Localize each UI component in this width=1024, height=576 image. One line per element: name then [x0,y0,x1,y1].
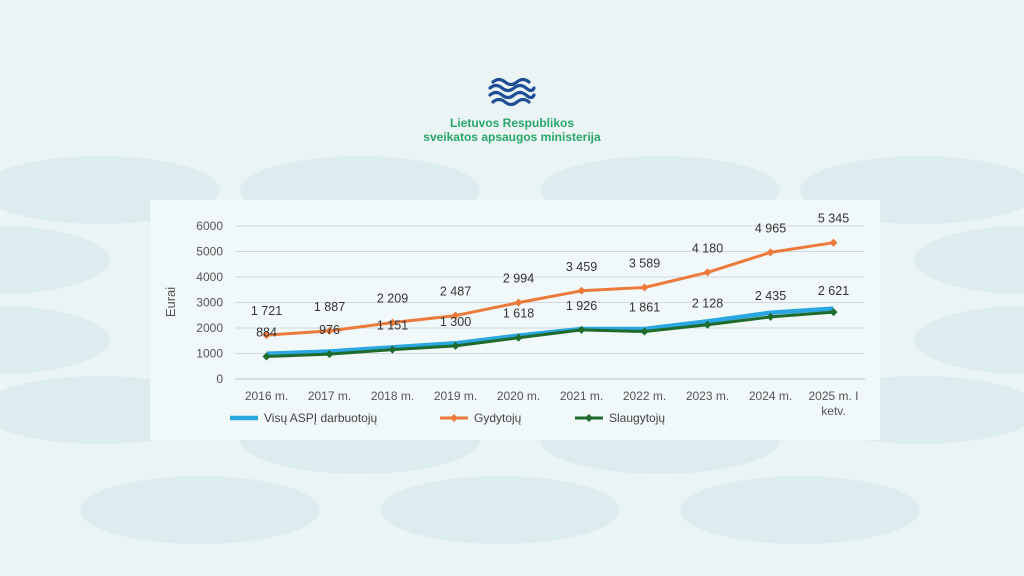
x-tick-label: 2016 m. [245,389,288,403]
grid-lines [235,225,865,380]
y-tick-label: 4000 [196,270,223,284]
y-tick-label: 1000 [196,347,223,361]
series-2-marker [766,312,775,321]
series-1-marker [829,238,838,247]
x-tick-label: 2020 m. [497,389,540,403]
y-axis-title: Eurai [163,287,178,317]
y-tick-label: 2000 [196,321,223,335]
x-tick-label: 2022 m. [623,389,666,403]
data-label: 976 [319,323,340,337]
series-lines [266,241,834,358]
series-2-marker [577,325,586,334]
series-1-marker [766,248,775,257]
x-tick-label: 2018 m. [371,389,414,403]
data-label: 1 721 [251,304,282,318]
legend-marker [585,414,593,422]
legend-marker [450,414,458,422]
x-tick-label: 2021 m. [560,389,603,403]
series-2-marker [829,308,838,317]
ministry-name-line-1: Lietuvos Respublikos [449,116,575,130]
series-1-marker [325,326,334,335]
data-labels: 1 721 1 887 2 209 2 487 2 994 3 459 3 589 4 180… [251,212,849,340]
data-label: 2 435 [755,289,786,303]
y-tick-label: 0 [216,372,223,386]
series-1-marker [640,283,649,292]
data-label: 1 618 [503,307,534,321]
y-tick-label: 6000 [196,219,223,233]
ministry-name-line-2: sveikatos apsaugos ministerija [423,130,601,144]
data-label: 4 180 [692,241,723,255]
data-label: 4 965 [755,221,786,235]
data-label: 2 621 [818,284,849,298]
data-label: 5 345 [818,212,849,226]
series-markers [262,238,838,361]
data-label: 1 926 [566,299,597,313]
series-1-marker [451,311,460,320]
series-line-1 [266,241,834,337]
legend-label: Gydytojų [474,411,522,425]
legend-label: Visų ASPĮ darbuotojų [264,411,378,425]
series-2-marker [325,350,334,359]
x-tick-label: 2019 m. [434,389,477,403]
x-axis-ticks: 2016 m. 2017 m. 2018 m. 2019 m. 2020 m. 2021 … [245,389,859,418]
data-label: 884 [256,325,277,339]
series-line-2 [266,310,834,358]
series-2-marker [451,341,460,350]
series-1-marker [703,268,712,277]
y-tick-label: 5000 [196,245,223,259]
x-tick-label: 2023 m. [686,389,729,403]
series-2-marker [703,320,712,329]
data-label: 2 209 [377,292,408,306]
series-2-marker [262,352,271,361]
legend-label: Slaugytojų [609,411,665,425]
series-2-marker [388,345,397,354]
data-label: 2 487 [440,285,471,299]
data-label: 3 459 [566,260,597,274]
y-axis-ticks: 0 1000 2000 3000 4000 5000 6000 [196,219,223,386]
x-tick-label: 2017 m. [308,389,351,403]
x-tick-label-line2: ketv. [821,404,845,418]
series-1-marker [577,286,586,295]
data-label: 3 589 [629,256,660,270]
salary-line-chart: 0 1000 2000 3000 4000 5000 6000 2016 m. 2017 m.… [150,200,880,440]
series-2-marker [640,327,649,336]
chart-background [150,200,880,440]
series-1-marker [514,298,523,307]
x-tick-label: 2024 m. [749,389,792,403]
y-tick-label: 3000 [196,296,223,310]
chart-legend: Visų ASPĮ darbuotojų Gydytojų Slaugytojų [230,411,665,425]
ministry-logo-icon [488,77,536,107]
data-label: 1 861 [629,301,660,315]
series-1-marker [262,331,271,340]
data-label: 1 887 [314,300,345,314]
data-label: 2 994 [503,272,534,286]
data-label: 2 128 [692,297,723,311]
x-tick-label: 2025 m. I [808,389,858,403]
data-label: 1 151 [377,319,408,333]
series-2-marker [514,333,523,342]
data-label: 1 300 [440,315,471,329]
series-1-marker [388,318,397,327]
